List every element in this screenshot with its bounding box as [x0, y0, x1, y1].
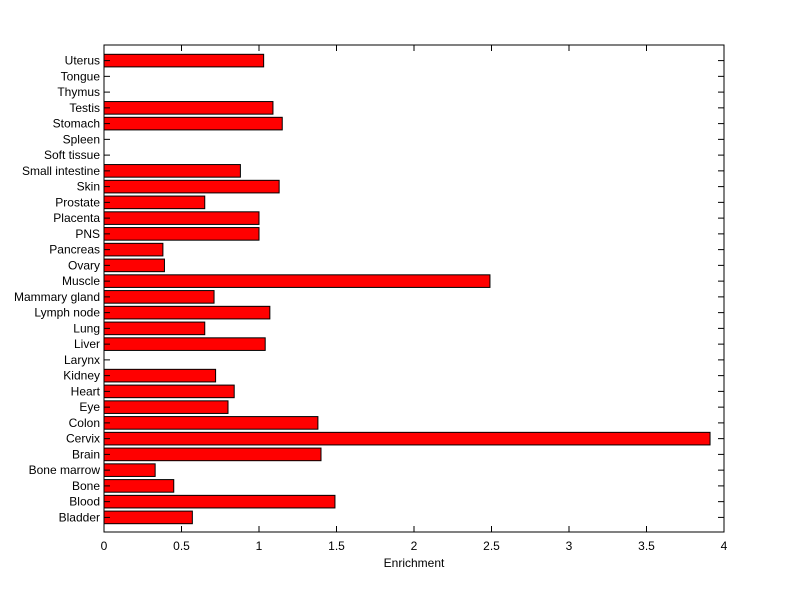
plot-frame	[103, 44, 725, 533]
bar	[103, 242, 164, 257]
x-tick-label: 1	[256, 539, 263, 553]
y-tick-label: Soft tissue	[44, 148, 100, 162]
bar	[103, 447, 322, 462]
bar	[103, 494, 336, 509]
x-tick-label: 1.5	[328, 539, 345, 553]
bar	[103, 290, 215, 304]
y-tick-label: Muscle	[62, 274, 100, 288]
bar	[103, 227, 260, 241]
x-tick-label: 3	[566, 539, 573, 553]
bar	[103, 368, 217, 383]
x-axis-label: Enrichment	[384, 556, 445, 570]
bar	[103, 400, 229, 414]
x-tick-label: 2	[411, 539, 418, 553]
x-tick-label: 2.5	[483, 539, 500, 553]
y-tick-label: Skin	[77, 180, 100, 194]
bar	[103, 53, 265, 68]
y-tick-label: Lymph node	[34, 306, 100, 320]
y-tick-label: Tongue	[61, 69, 101, 83]
bar	[103, 258, 165, 273]
y-tick-label: Larynx	[64, 353, 100, 367]
y-tick-label: Heart	[71, 384, 101, 398]
bar	[103, 479, 175, 493]
bar	[103, 510, 193, 525]
y-tick-label: Bone	[72, 479, 100, 493]
y-tick-label: PNS	[75, 227, 100, 241]
y-tick-label: Stomach	[53, 117, 100, 131]
bar	[103, 164, 241, 178]
y-tick-label: Brain	[72, 447, 100, 461]
bar	[103, 321, 206, 336]
bar	[103, 101, 274, 115]
y-tick-label: Cervix	[66, 432, 100, 446]
y-tick-label: Colon	[69, 416, 100, 430]
y-tick-label: Prostate	[55, 195, 100, 209]
bar	[103, 305, 271, 320]
y-tick-label: Blood	[69, 495, 100, 509]
bar	[103, 274, 491, 288]
y-tick-label: Ovary	[68, 258, 100, 272]
y-tick-label: Spleen	[63, 132, 100, 146]
bar	[103, 384, 235, 399]
y-tick-label: Bone marrow	[29, 463, 101, 477]
bar	[103, 337, 266, 351]
bar	[103, 211, 260, 225]
bar	[103, 116, 283, 131]
x-tick-label: 0	[101, 539, 108, 553]
bar	[103, 179, 280, 194]
x-tick-label: 3.5	[638, 539, 655, 553]
bar	[103, 416, 319, 430]
bar	[103, 463, 156, 477]
y-tick-label: Pancreas	[49, 243, 100, 257]
y-tick-label: Testis	[69, 101, 100, 115]
y-tick-label: Lung	[73, 321, 100, 335]
x-tick-label: 4	[721, 539, 728, 553]
y-tick-label: Eye	[79, 400, 100, 414]
bar	[103, 431, 711, 446]
x-tick-label: 0.5	[173, 539, 190, 553]
y-tick-label: Small intestine	[22, 164, 100, 178]
y-tick-label: Kidney	[63, 369, 100, 383]
y-tick-label: Placenta	[53, 211, 100, 225]
y-tick-label: Uterus	[65, 54, 100, 68]
y-tick-label: Mammary gland	[14, 290, 100, 304]
y-tick-label: Liver	[74, 337, 100, 351]
y-tick-label: Thymus	[57, 85, 100, 99]
bar	[103, 195, 206, 210]
x-ticks-group: 0 0.5 1 1.5 2 2.5 3 3.5 4	[101, 45, 728, 553]
y-tick-label: Bladder	[59, 510, 100, 524]
